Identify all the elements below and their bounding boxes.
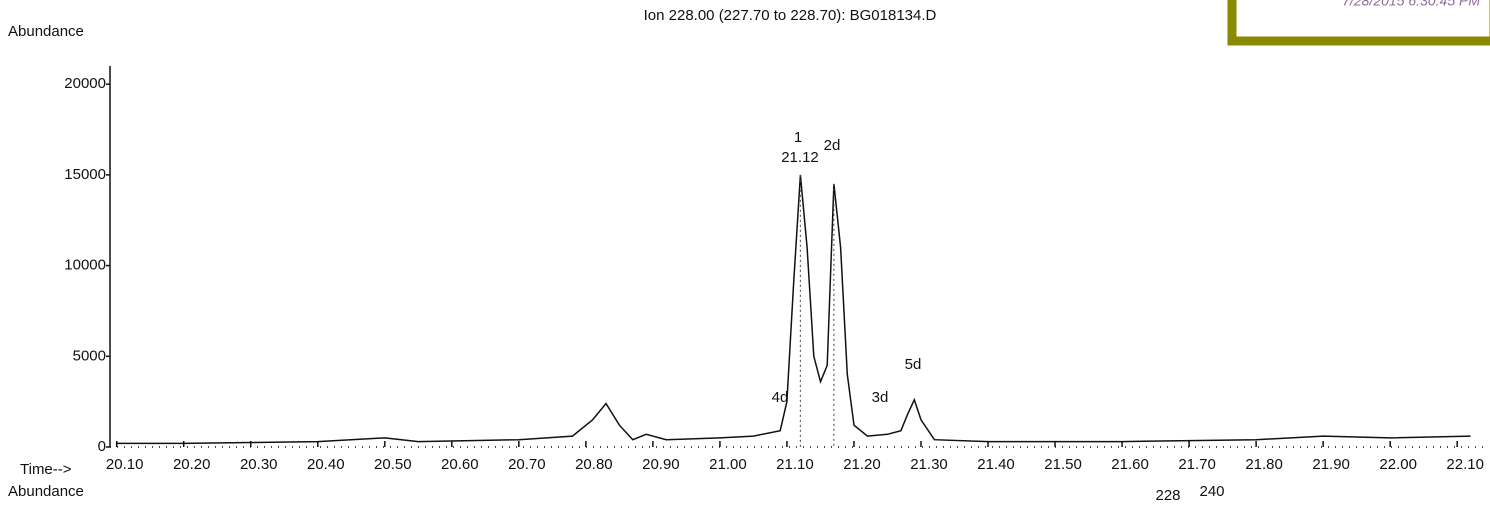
- peak-label: 1: [794, 129, 802, 146]
- peak-label: 5d: [905, 356, 922, 373]
- x-tick-label: 20.30: [240, 456, 278, 473]
- x-tick-label: 21.10: [776, 456, 814, 473]
- mass-label: 228: [1155, 487, 1180, 503]
- x-tick-label: 21.00: [709, 456, 747, 473]
- peak-label: 21.12: [781, 149, 819, 166]
- x-tick-label: 20.20: [173, 456, 211, 473]
- x-tick-label: 20.80: [575, 456, 613, 473]
- peak-label: 3d: [872, 389, 889, 406]
- x-tick-label: 21.30: [910, 456, 948, 473]
- x-tick-label: 20.50: [374, 456, 412, 473]
- header-box: [1227, 0, 1490, 46]
- x-tick-label: 21.60: [1111, 456, 1149, 473]
- lower-y-label: Abundance: [8, 483, 84, 500]
- x-tick-label: 21.40: [977, 456, 1015, 473]
- peak-label: 2d: [824, 137, 841, 154]
- x-tick-label: 20.70: [508, 456, 546, 473]
- x-tick-label: 21.50: [1044, 456, 1082, 473]
- x-tick-label: 22.00: [1379, 456, 1417, 473]
- y-tick-label: 10000: [64, 257, 106, 274]
- x-tick-label: 21.70: [1178, 456, 1216, 473]
- x-tick-label: 21.20: [843, 456, 881, 473]
- y-tick-label: 5000: [73, 347, 106, 364]
- y-axis-label: Abundance: [8, 23, 84, 40]
- x-tick-label: 20.10: [106, 456, 144, 473]
- x-tick-label: 21.80: [1245, 456, 1283, 473]
- timestamp: 7/28/2015 6:30:45 PM: [1342, 0, 1480, 9]
- x-tick-label: 21.90: [1312, 456, 1350, 473]
- y-tick-label: 20000: [64, 75, 106, 92]
- y-tick-label: 0: [98, 438, 106, 455]
- x-tick-label: 20.40: [307, 456, 345, 473]
- y-tick-label: 15000: [64, 166, 106, 183]
- peak-label: 4d: [772, 389, 789, 406]
- mass-label: 240: [1199, 483, 1224, 500]
- chart-title: Ion 228.00 (227.70 to 228.70): BG018134.…: [644, 7, 937, 24]
- x-tick-label: 20.60: [441, 456, 479, 473]
- x-tick-label: 22.10: [1446, 456, 1484, 473]
- x-axis-label: Time-->: [20, 461, 72, 478]
- trace: [116, 174, 1471, 445]
- x-tick-label: 20.90: [642, 456, 680, 473]
